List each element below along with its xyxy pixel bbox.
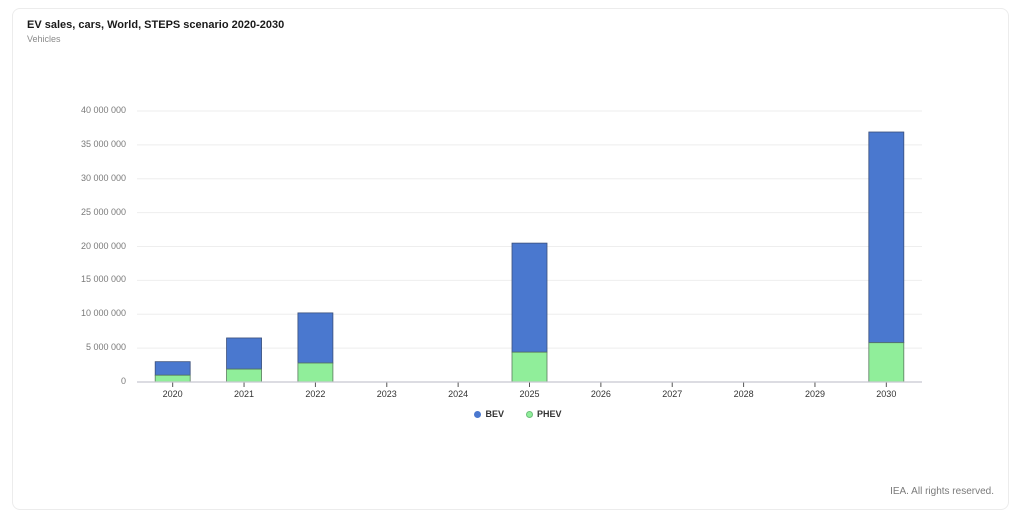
- bar-phev-2021[interactable]: [226, 368, 262, 383]
- bar-bev-2020[interactable]: [154, 361, 191, 376]
- x-tick-label: 2024: [448, 389, 469, 399]
- x-tick-label: 2021: [234, 389, 255, 399]
- y-tick-label: 40 000 000: [80, 105, 126, 115]
- chart-title: EV sales, cars, World, STEPS scenario 20…: [27, 19, 285, 31]
- x-tick-label: 2026: [590, 389, 611, 399]
- bar-phev-2025[interactable]: [511, 351, 548, 383]
- bar-bev-2021[interactable]: [226, 337, 262, 370]
- legend: BEV PHEV: [0, 409, 1024, 419]
- x-tick-label: 2030: [876, 389, 897, 399]
- y-tick-label: 5 000 000: [85, 342, 126, 353]
- bar-phev-2020[interactable]: [154, 374, 191, 383]
- bar-bev-2022[interactable]: [297, 312, 334, 364]
- y-tick-label: 15 000 000: [80, 274, 126, 285]
- legend-item-phev[interactable]: PHEV: [526, 409, 562, 419]
- bar-bev-2025[interactable]: [511, 242, 548, 353]
- x-tick-label: 2023: [376, 389, 397, 399]
- legend-label-bev: BEV: [485, 409, 504, 419]
- phev-dot-icon: [526, 410, 533, 418]
- chart-subtitle: Vehicles: [27, 34, 61, 44]
- x-tick-label: 2025: [519, 389, 540, 399]
- y-tick-label: 25 000 000: [80, 206, 126, 217]
- bev-dot-icon: [474, 410, 482, 418]
- chart-card: [12, 8, 1009, 510]
- y-tick-label: 30 000 000: [80, 172, 126, 183]
- bar-phev-2030[interactable]: [868, 342, 905, 383]
- y-tick-label: 35 000 000: [80, 138, 126, 149]
- x-tick-label: 2029: [804, 389, 825, 399]
- legend-label-phev: PHEV: [537, 409, 562, 419]
- x-tick-label: 2028: [733, 389, 754, 399]
- copyright-text: IEA. All rights reserved.: [890, 486, 994, 497]
- x-tick-label: 2027: [662, 389, 683, 399]
- y-tick-label: 10 000 000: [80, 308, 126, 319]
- x-tick-label: 2022: [305, 389, 326, 399]
- legend-item-bev[interactable]: BEV: [474, 409, 504, 419]
- bar-bev-2030[interactable]: [868, 131, 905, 344]
- bar-phev-2022[interactable]: [297, 362, 334, 383]
- x-tick-label: 2020: [162, 389, 183, 399]
- y-tick-label: 0: [120, 376, 126, 386]
- y-tick-label: 20 000 000: [80, 240, 126, 251]
